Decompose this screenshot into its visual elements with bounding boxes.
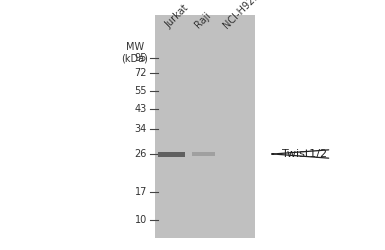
Text: Jurkat: Jurkat	[163, 3, 190, 30]
Text: 17: 17	[135, 187, 147, 197]
Text: 72: 72	[134, 68, 147, 78]
Text: 34: 34	[135, 124, 147, 134]
Text: 95: 95	[135, 53, 147, 63]
Text: MW
(kDa): MW (kDa)	[122, 42, 149, 64]
Bar	[192, 152, 215, 156]
Text: 26: 26	[135, 149, 147, 159]
Text: 55: 55	[134, 86, 147, 96]
Text: 10: 10	[135, 215, 147, 225]
Text: Raji: Raji	[193, 10, 213, 30]
Text: NCI-H929: NCI-H929	[221, 0, 261, 30]
Bar	[158, 152, 185, 156]
Text: 43: 43	[135, 104, 147, 114]
Bar	[155, 15, 255, 238]
Text: Twist1/2: Twist1/2	[282, 149, 327, 159]
